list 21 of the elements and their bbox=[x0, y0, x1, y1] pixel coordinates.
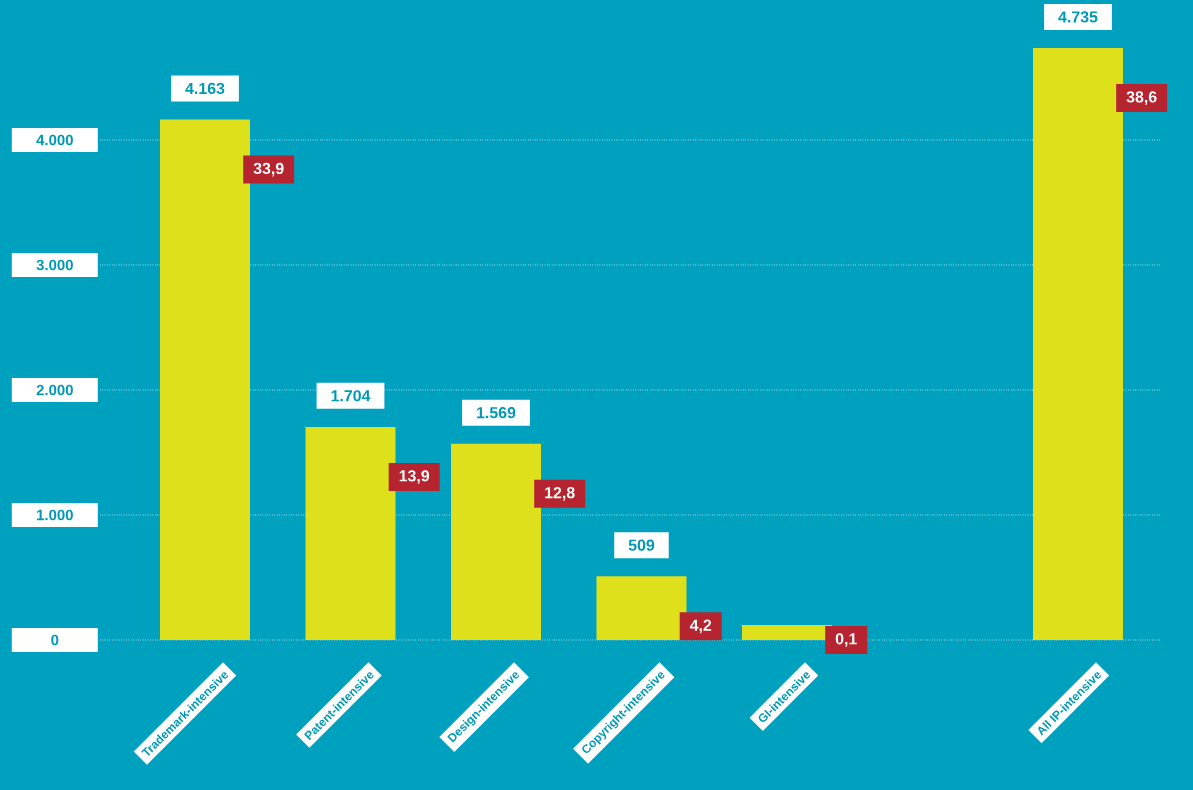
data-label: 1.569 bbox=[477, 407, 516, 419]
bar bbox=[305, 426, 396, 640]
bar bbox=[596, 576, 687, 640]
annotation: 4,2 bbox=[689, 619, 712, 634]
annotation: 12,8 bbox=[545, 487, 575, 501]
data-label: 4.735 bbox=[1058, 11, 1098, 23]
data-label: 509 bbox=[628, 539, 655, 551]
annotation: 0,1 bbox=[835, 633, 857, 647]
data-label: 4.163 bbox=[185, 82, 225, 95]
bar bbox=[1032, 48, 1123, 640]
bar bbox=[160, 119, 250, 640]
annotation: 38,6 bbox=[1126, 91, 1157, 105]
y-tick-label: 1.000 bbox=[37, 509, 73, 521]
data-label: 1.704 bbox=[331, 390, 371, 402]
y-tick-label: 3.000 bbox=[36, 259, 73, 271]
y-tick-label: 4.000 bbox=[36, 134, 73, 146]
y-tick-label: 0 bbox=[51, 634, 59, 646]
annotation: 33,9 bbox=[253, 162, 284, 177]
y-tick-label: 2.000 bbox=[36, 384, 73, 396]
annotation: 13,9 bbox=[399, 470, 430, 484]
bar bbox=[450, 443, 541, 640]
